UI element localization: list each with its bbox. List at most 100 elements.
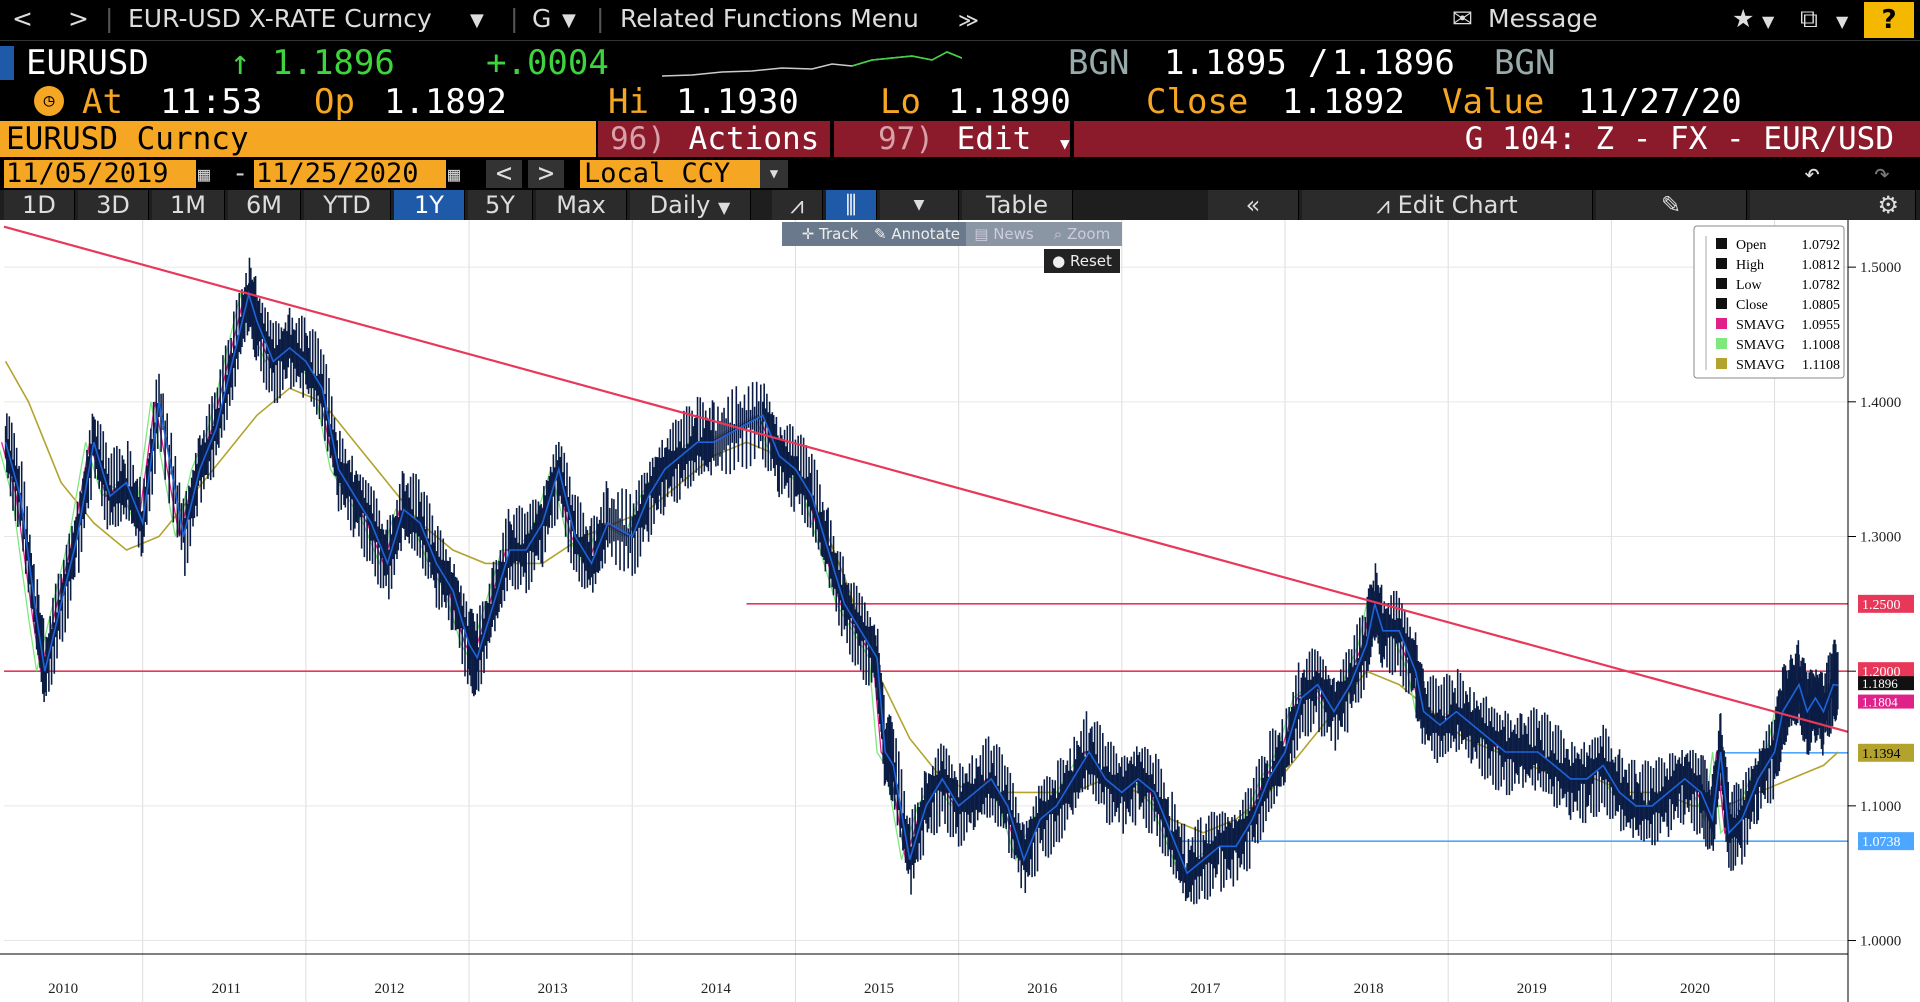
track-tool[interactable]: ✛ Track: [782, 222, 878, 246]
value-date: 11/27/20: [1578, 82, 1742, 122]
table-button[interactable]: Table: [962, 190, 1073, 220]
zoom-tool[interactable]: ⌕ Zoom: [1042, 222, 1122, 246]
news-tool[interactable]: ▤ News: [966, 222, 1042, 246]
series-layer: [0, 257, 1839, 905]
top-toolbar: < > | EUR-USD X-RATE Curncy ▼ | G ▼ | Re…: [0, 0, 1920, 41]
frequency-label: Daily: [649, 191, 711, 219]
gear-icon[interactable]: ⚙: [1750, 190, 1916, 220]
redo-icon[interactable]: ↷: [1873, 158, 1891, 189]
legend-value: 1.0955: [1802, 318, 1841, 333]
x-tick-label: 2010: [48, 981, 78, 997]
period-toolbar: 1D 3D 1M 6M YTD 1Y 5Y Max Daily ▼ ⩘ ⫼ ▼ …: [0, 190, 1920, 220]
period-1d[interactable]: 1D: [4, 190, 75, 220]
legend-value: 1.1108: [1802, 358, 1840, 373]
function-dropdown[interactable]: G: [532, 4, 552, 33]
actions-number: 96): [610, 121, 666, 157]
annotate-label: Annotate: [891, 225, 960, 243]
ticker: EURUSD: [26, 43, 149, 83]
x-tick-label: 2015: [864, 981, 894, 997]
divider: |: [105, 4, 114, 33]
window-icon[interactable]: ⧉: [1800, 4, 1818, 33]
chart-icon: ⩘: [1376, 191, 1390, 219]
chevron-down-icon[interactable]: ▼: [1836, 12, 1849, 31]
y-tick-label: 1.5000: [1860, 260, 1901, 276]
legend-box: [1693, 225, 1845, 379]
double-chevron-icon[interactable]: ≫: [958, 8, 979, 32]
star-icon[interactable]: ★: [1732, 4, 1755, 33]
level-label-text: 1.0738: [1862, 835, 1901, 850]
legend-name: SMAVG: [1736, 338, 1785, 353]
chart-type-dropdown[interactable]: ▼: [880, 190, 959, 220]
actions-label: Actions: [688, 121, 820, 157]
period-1m[interactable]: 1M: [152, 190, 225, 220]
horizontal-levels: [4, 603, 1848, 842]
value-label: Value: [1442, 82, 1545, 122]
period-1y[interactable]: 1Y: [394, 190, 465, 220]
calendar-icon[interactable]: ▦: [198, 162, 211, 186]
legend-value: 1.0782: [1802, 278, 1841, 293]
period-max[interactable]: Max: [536, 190, 627, 220]
message-button[interactable]: Message: [1488, 4, 1598, 33]
actions-menu[interactable]: 96) Actions ▼: [598, 121, 858, 157]
period-5y[interactable]: 5Y: [468, 190, 533, 220]
annotate-tool[interactable]: ✎ Annotate: [868, 222, 966, 246]
back-button[interactable]: <: [12, 4, 33, 33]
security-dropdown[interactable]: EUR-USD X-RATE Curncy: [128, 4, 432, 33]
help-button[interactable]: ?: [1864, 2, 1914, 38]
high-price: 1.1930: [676, 82, 799, 122]
collapse-icon[interactable]: «: [1208, 190, 1299, 220]
trendline: [3, 225, 1849, 733]
period-3d[interactable]: 3D: [78, 190, 149, 220]
legend-name: Open: [1736, 238, 1766, 253]
x-tick-label: 2016: [1027, 981, 1058, 997]
pencil-icon[interactable]: ✎: [1596, 190, 1747, 220]
legend-value: 1.0805: [1802, 298, 1841, 313]
chevron-down-icon[interactable]: ▼: [470, 10, 484, 31]
net-change: +.0004: [486, 43, 609, 83]
bid-price: 1.1895: [1164, 43, 1287, 83]
x-tick-label: 2019: [1517, 981, 1547, 997]
high-label: Hi: [608, 82, 649, 122]
next-period-button[interactable]: >: [528, 160, 564, 188]
last-price-text: 1.1896: [1862, 676, 1898, 691]
x-tick-label: 2020: [1680, 981, 1710, 997]
candlestick-icon[interactable]: ⫼: [826, 190, 877, 220]
period-ytd[interactable]: YTD: [304, 190, 391, 220]
reset-button[interactable]: ● Reset: [1044, 249, 1120, 273]
chevron-down-icon[interactable]: ▼: [760, 160, 788, 188]
previous-period-button[interactable]: <: [486, 160, 522, 188]
calendar-icon[interactable]: ▦: [448, 162, 461, 186]
currency-field[interactable]: Local CCY: [580, 160, 764, 188]
ask-source: BGN: [1494, 43, 1556, 83]
chevron-down-icon[interactable]: ▼: [562, 10, 576, 31]
divider: |: [510, 4, 519, 33]
edit-menu[interactable]: 97) Edit ▼: [834, 121, 1070, 157]
legend-swatch: [1716, 338, 1727, 349]
edit-chart-button[interactable]: ⩘ Edit Chart: [1302, 190, 1593, 220]
period-6m[interactable]: 6M: [228, 190, 301, 220]
end-date-field[interactable]: 11/25/2020: [254, 160, 446, 188]
envelope-icon[interactable]: ✉: [1452, 4, 1473, 33]
sparkline-recent: [851, 51, 962, 67]
frequency-dropdown[interactable]: Daily ▼: [630, 190, 751, 220]
edit-label: Edit: [956, 121, 1032, 157]
undo-icon[interactable]: ↶: [1803, 158, 1821, 189]
forward-button[interactable]: >: [68, 4, 89, 33]
zoom-label: Zoom: [1066, 225, 1111, 243]
ask-price: 1.1896: [1332, 43, 1455, 83]
chevron-down-icon[interactable]: ▼: [1762, 12, 1775, 31]
start-date-field[interactable]: 11/05/2019: [4, 160, 196, 188]
chevron-down-icon: ▼: [1060, 134, 1070, 153]
x-tick-label: 2013: [538, 981, 568, 997]
x-tick-label: 2011: [212, 981, 241, 997]
legend-swatch: [1716, 298, 1727, 309]
legend-value: 1.1008: [1802, 338, 1841, 353]
legend-value: 1.0812: [1802, 258, 1841, 273]
open-label: Op: [314, 82, 355, 122]
related-functions-menu[interactable]: Related Functions Menu: [620, 4, 919, 33]
line-chart-icon[interactable]: ⩘: [772, 190, 823, 220]
level-label-text: 1.1394: [1862, 747, 1901, 762]
chart-background: [0, 220, 1920, 1002]
edit-number: 97): [878, 121, 934, 157]
